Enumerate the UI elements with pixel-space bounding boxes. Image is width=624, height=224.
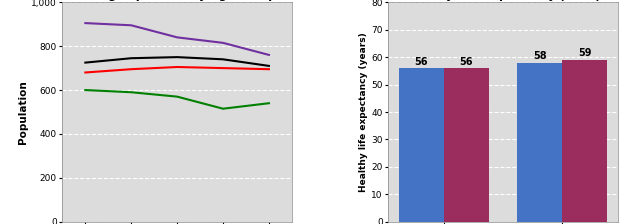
0 - 4 years <box>127 68 135 71</box>
5 - 11 years <box>173 56 181 58</box>
0 - 4 years <box>219 67 227 69</box>
Bar <box>444 68 489 222</box>
12 - 17 years <box>265 102 273 105</box>
18 - 24 years <box>82 22 89 24</box>
Text: 56: 56 <box>459 57 473 67</box>
Y-axis label: Population: Population <box>18 80 28 144</box>
18 - 24 years <box>127 24 135 27</box>
Text: 59: 59 <box>578 48 592 58</box>
5 - 11 years <box>219 58 227 61</box>
5 - 11 years <box>82 61 89 64</box>
18 - 24 years <box>219 41 227 44</box>
Line: 12 - 17 years: 12 - 17 years <box>85 90 269 109</box>
Line: 0 - 4 years: 0 - 4 years <box>85 67 269 73</box>
12 - 17 years <box>173 95 181 98</box>
0 - 4 years <box>173 66 181 68</box>
Line: 18 - 24 years: 18 - 24 years <box>85 23 269 55</box>
12 - 17 years <box>127 91 135 94</box>
18 - 24 years <box>173 36 181 39</box>
Text: 56: 56 <box>414 57 428 67</box>
Bar <box>399 68 444 222</box>
5 - 11 years <box>127 57 135 60</box>
Text: 58: 58 <box>533 51 547 61</box>
0 - 4 years <box>82 71 89 74</box>
12 - 17 years <box>82 89 89 91</box>
0 - 4 years <box>265 68 273 71</box>
Line: 5 - 11 years: 5 - 11 years <box>85 57 269 66</box>
Bar <box>517 62 562 222</box>
Title: Young Population by Age Group: Young Population by Age Group <box>78 0 276 2</box>
Bar <box>562 60 607 222</box>
18 - 24 years <box>265 54 273 56</box>
Title: Healthy Life Expectancy (2011): Healthy Life Expectancy (2011) <box>405 0 601 2</box>
5 - 11 years <box>265 65 273 67</box>
12 - 17 years <box>219 107 227 110</box>
Y-axis label: Healthy life expectancy (years): Healthy life expectancy (years) <box>359 32 368 192</box>
